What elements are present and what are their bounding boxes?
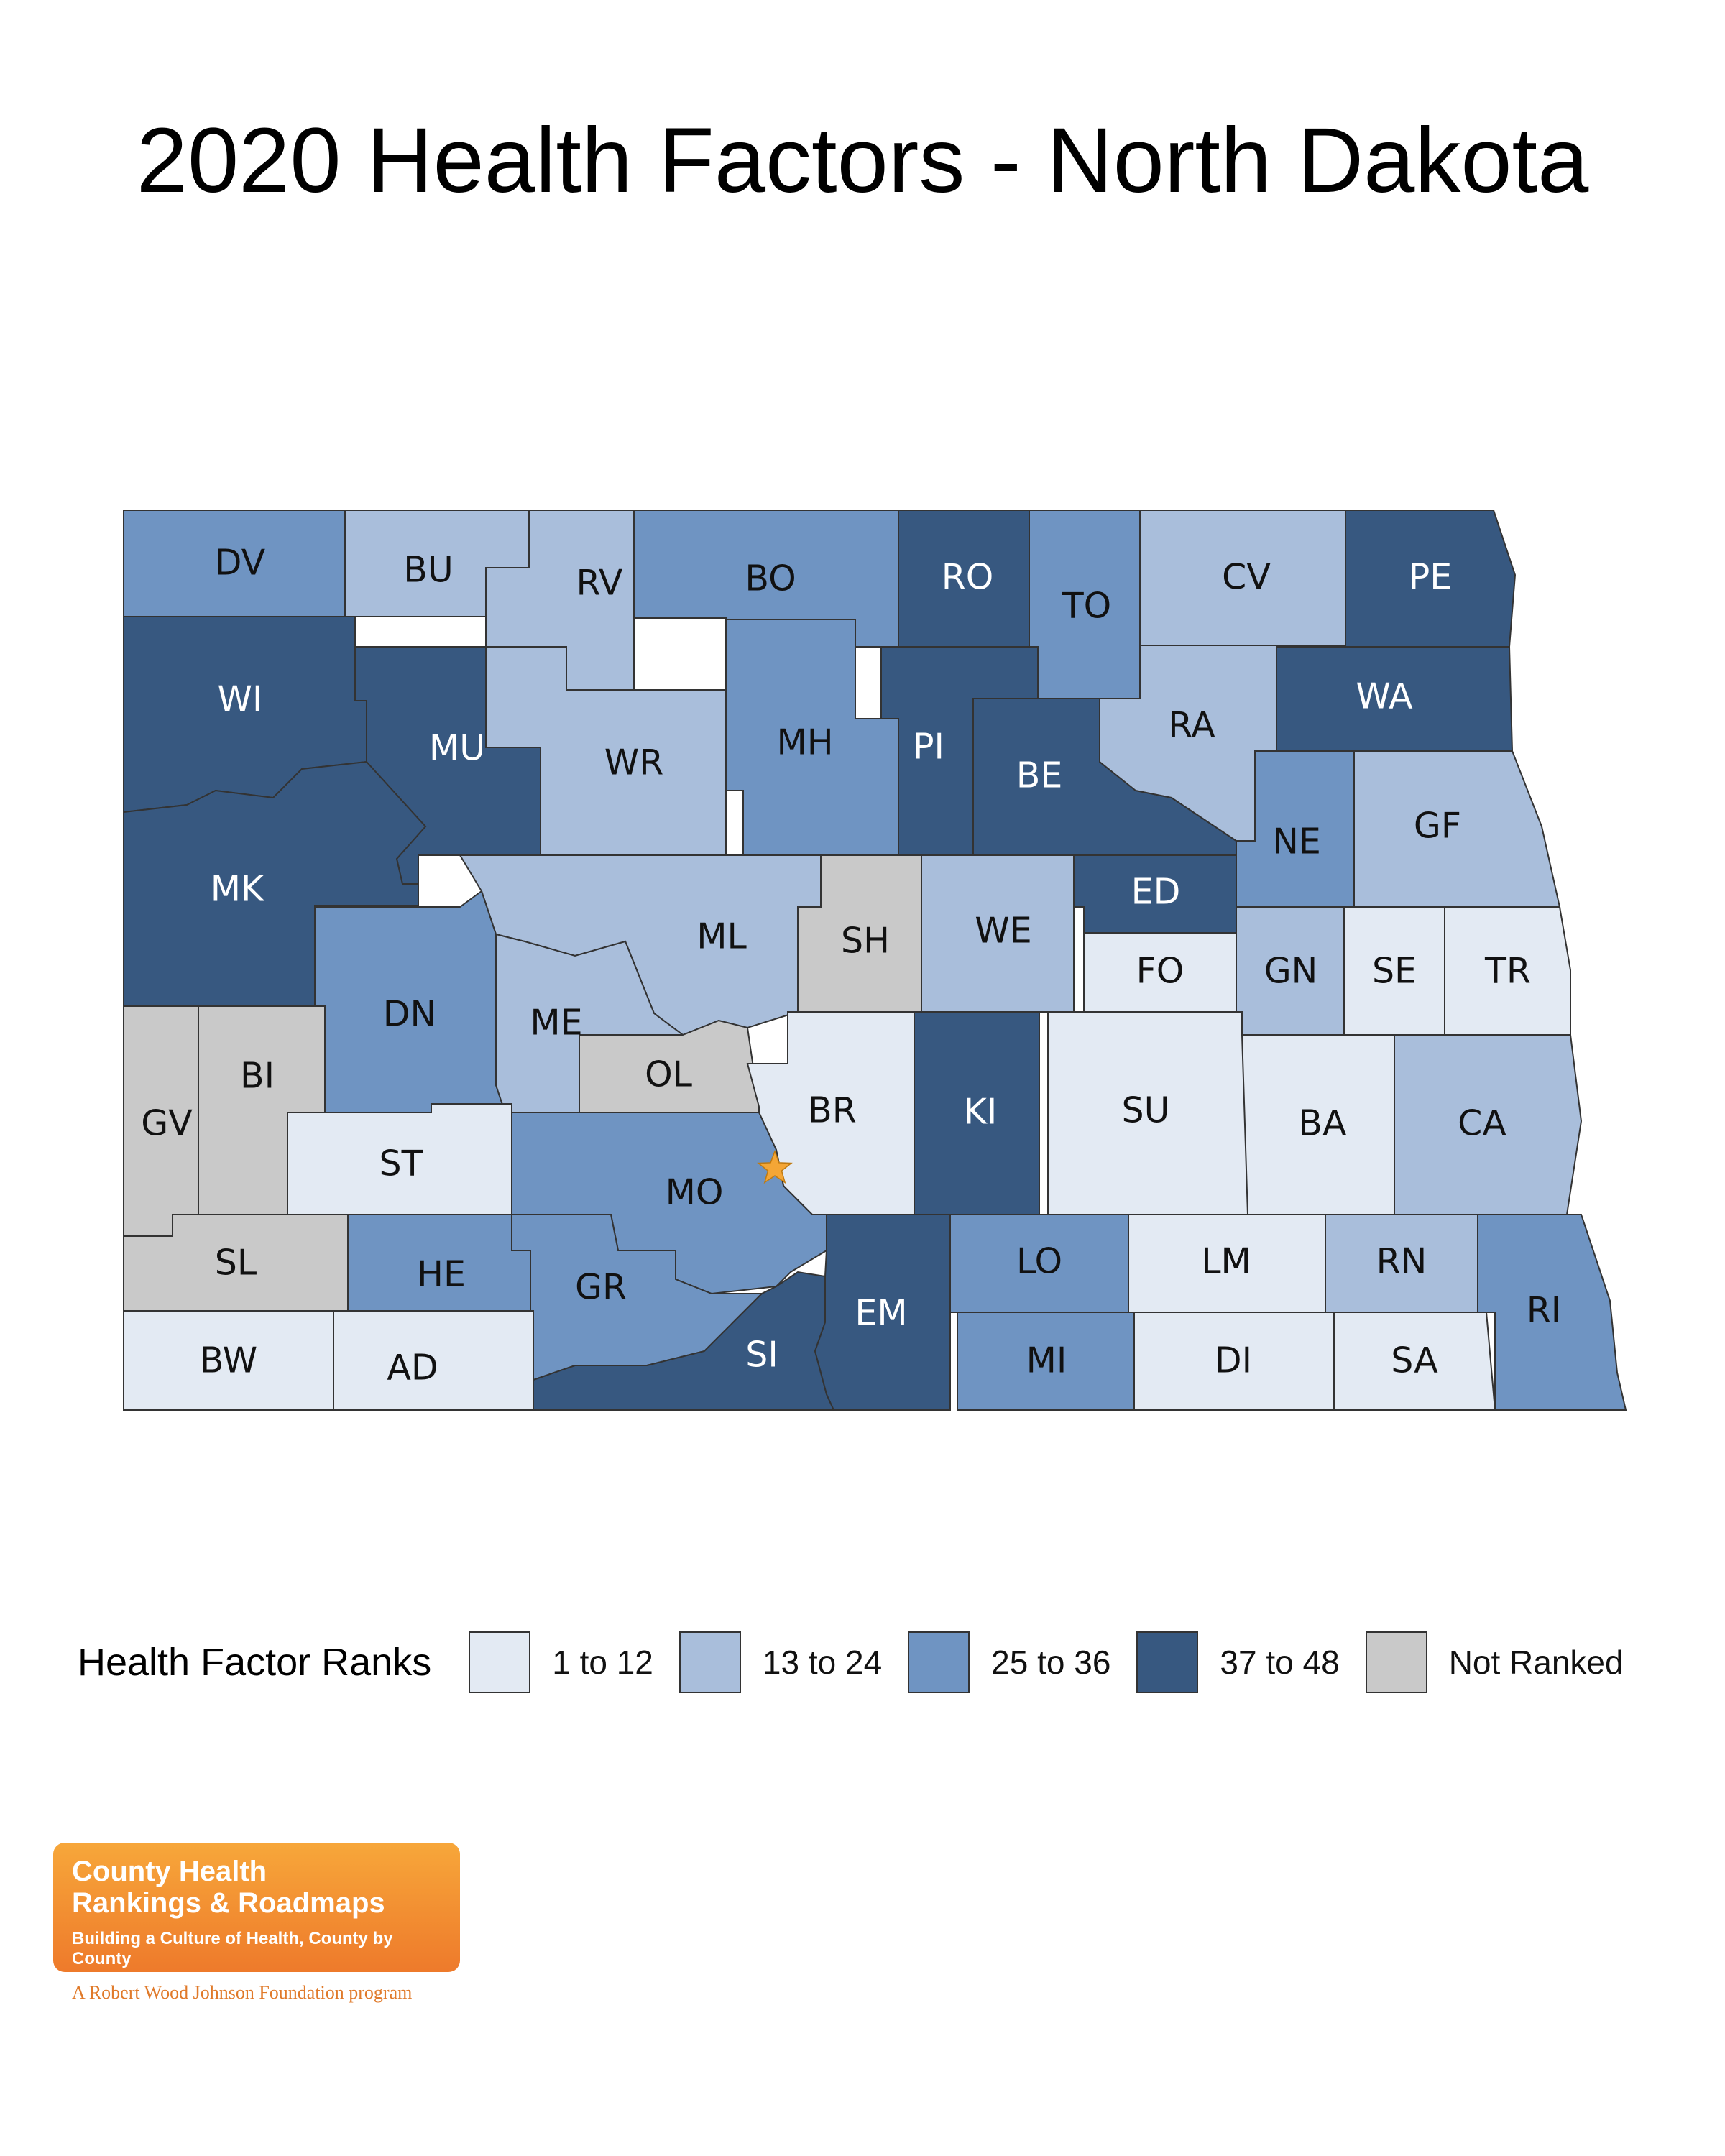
county-label-me: ME: [530, 1003, 582, 1044]
county-label-ml: ML: [696, 916, 747, 957]
legend: Health Factor Ranks 1 to 12 13 to 24 25 …: [78, 1630, 1650, 1695]
county-label-se: SE: [1372, 951, 1417, 992]
county-label-br: BR: [808, 1090, 857, 1131]
legend-label: 25 to 36: [991, 1644, 1111, 1681]
county-label-mk: MK: [211, 869, 265, 910]
county-label-sh: SH: [841, 921, 890, 962]
legend-title: Health Factor Ranks: [78, 1641, 432, 1684]
legend-swatch: [1365, 1631, 1427, 1693]
county-label-cv: CV: [1222, 557, 1271, 598]
county-label-ri: RI: [1527, 1290, 1562, 1331]
legend-label: 37 to 48: [1220, 1644, 1340, 1681]
legend-item: 1 to 12: [469, 1631, 653, 1693]
county-label-rv: RV: [576, 563, 623, 604]
county-health-rankings-logo: County Health Rankings & Roadmaps Buildi…: [53, 1843, 460, 1972]
county-label-fo: FO: [1136, 951, 1184, 992]
county-label-st: ST: [379, 1143, 423, 1184]
legend-swatch: [1136, 1631, 1199, 1693]
legend-swatch: [469, 1631, 531, 1693]
county-label-wi: WI: [218, 679, 263, 720]
county-label-mi: MI: [1026, 1340, 1067, 1381]
logo-subline: A Robert Wood Johnson Foundation program: [72, 1982, 413, 2003]
county-label-to: TO: [1062, 586, 1112, 627]
county-label-dv: DV: [215, 543, 266, 584]
county-ca: [1394, 1034, 1583, 1215]
county-label-pe: PE: [1409, 557, 1453, 598]
county-label-wa: WA: [1356, 676, 1413, 717]
legend-label: Not Ranked: [1448, 1644, 1624, 1681]
county-label-ca: CA: [1458, 1103, 1506, 1144]
county-label-ne: NE: [1272, 821, 1321, 862]
county-label-lo: LO: [1016, 1241, 1062, 1282]
county-pe: [1345, 510, 1517, 648]
county-label-gf: GF: [1414, 806, 1461, 847]
county-label-su: SU: [1122, 1090, 1170, 1131]
county-tr: [1444, 906, 1571, 1036]
legend-item: Not Ranked: [1365, 1631, 1624, 1693]
map-title: 2020 Health Factors - North Dakota: [136, 109, 1589, 212]
county-label-gv: GV: [141, 1103, 193, 1144]
county-label-tr: TR: [1484, 951, 1531, 992]
county-label-gn: GN: [1264, 951, 1318, 992]
legend-swatch: [678, 1631, 741, 1693]
legend-item: 37 to 48: [1136, 1631, 1340, 1693]
county-label-pi: PI: [913, 727, 944, 768]
logo-line-2: Rankings & Roadmaps: [72, 1887, 385, 1919]
county-label-wr: WR: [604, 742, 664, 783]
county-gf: [1353, 750, 1561, 908]
legend-item: 25 to 36: [908, 1631, 1110, 1693]
county-label-be: BE: [1016, 755, 1063, 796]
county-label-ba: BA: [1298, 1103, 1347, 1144]
logo-line-1: County Health: [72, 1856, 267, 1887]
county-label-bw: BW: [200, 1340, 257, 1381]
county-label-mh: MH: [776, 722, 833, 763]
county-label-dn: DN: [383, 994, 436, 1035]
county-label-bu: BU: [403, 550, 453, 591]
legend-label: 13 to 24: [762, 1644, 883, 1681]
county-label-mo: MO: [666, 1172, 724, 1213]
county-label-lm: LM: [1201, 1241, 1251, 1282]
county-label-si: SI: [745, 1335, 778, 1376]
county-label-gr: GR: [575, 1267, 627, 1308]
legend-swatch: [908, 1631, 970, 1693]
capital-star-icon: [757, 1149, 793, 1184]
county-label-ed: ED: [1131, 872, 1181, 913]
county-label-bo: BO: [745, 558, 796, 599]
county-label-em: EM: [855, 1293, 907, 1334]
logo-tagline: Building a Culture of Health, County by …: [72, 1929, 393, 1968]
county-ad: [333, 1310, 534, 1411]
county-label-ro: RO: [942, 557, 994, 598]
county-label-sa: SA: [1391, 1340, 1438, 1381]
county-label-we: WE: [975, 911, 1031, 952]
county-label-mu: MU: [429, 728, 485, 769]
county-label-sl: SL: [215, 1243, 257, 1284]
county-label-ra: RA: [1168, 705, 1215, 746]
county-label-he: HE: [417, 1254, 466, 1295]
county-label-ki: KI: [964, 1092, 998, 1133]
county-label-ad: AD: [387, 1348, 438, 1388]
county-label-di: DI: [1215, 1340, 1252, 1381]
legend-label: 1 to 12: [552, 1644, 653, 1681]
county-label-bi: BI: [240, 1056, 275, 1097]
county-sa: [1333, 1312, 1496, 1411]
county-label-rn: RN: [1376, 1241, 1427, 1282]
county-label-ol: OL: [645, 1054, 693, 1095]
legend-item: 13 to 24: [678, 1631, 883, 1693]
